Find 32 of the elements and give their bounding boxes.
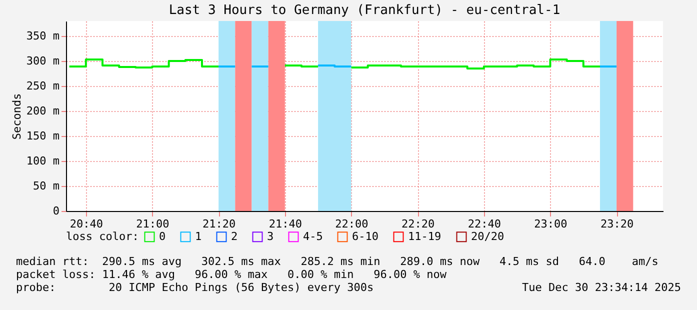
legend-label: 20/20 — [471, 230, 504, 243]
text: probe: 20 ICMP Echo Pings (56 Bytes) every 300s — [16, 281, 374, 294]
legend-label: 0 — [159, 230, 166, 243]
text: packet loss: 11.46 % avg 96.00 % max 0.00 % min 96.00 % now — [16, 268, 448, 281]
text: Tue Dec 30 23:34:14 2025 — [522, 281, 681, 294]
x-tick-label: 21:40 — [268, 218, 302, 230]
legend-label: 2 — [231, 230, 238, 243]
y-tick-label: 250 m — [26, 80, 60, 92]
x-tick-label: 22:20 — [402, 218, 435, 230]
y-axis-title: Seconds — [10, 93, 24, 140]
y-tick-label: 150 m — [26, 130, 60, 142]
legend-label: 6-10 — [352, 230, 378, 243]
y-tick-label: 300 m — [26, 54, 60, 68]
y-tick-label: 350 m — [26, 30, 60, 42]
legend-label: 11-19 — [408, 230, 442, 243]
x-tick-label: 20:40 — [70, 218, 103, 230]
x-tick-label: 23:00 — [534, 218, 568, 230]
legend-label: 4-5 — [303, 230, 323, 243]
text: median rtt: 290.5 ms avg 302.5 ms max 285.2 ms min 289.0 ms now 4.5 ms sd 64.0 am/s — [16, 255, 660, 268]
y-tick-label: 0 — [52, 204, 60, 218]
chart-title: Last 3 Hours to Germany (Frankfurt) - eu-central-1 — [168, 3, 560, 18]
legend-label: 1 — [195, 230, 202, 243]
y-tick-label: 200 m — [26, 104, 60, 118]
x-tick-label: 23:20 — [600, 218, 634, 230]
y-tick-label: 100 m — [26, 154, 60, 168]
legend-title: loss color: — [66, 230, 139, 243]
x-tick-label: 21:00 — [136, 218, 170, 230]
x-tick-label: 21:20 — [202, 218, 236, 230]
x-tick-label: 22:40 — [468, 218, 501, 230]
legend-label: 3 — [267, 230, 274, 243]
y-tick-label: 50 m — [33, 180, 60, 192]
x-tick-label: 22:00 — [335, 218, 368, 230]
